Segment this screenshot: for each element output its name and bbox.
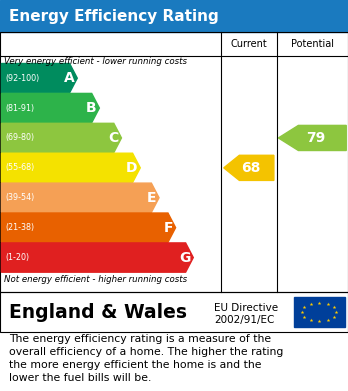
Text: Current: Current bbox=[230, 39, 267, 49]
Text: (55-68): (55-68) bbox=[5, 163, 34, 172]
Polygon shape bbox=[1, 123, 121, 152]
Text: F: F bbox=[163, 221, 173, 235]
Text: Potential: Potential bbox=[291, 39, 334, 49]
Text: (81-91): (81-91) bbox=[5, 104, 34, 113]
Text: C: C bbox=[109, 131, 119, 145]
Text: 68: 68 bbox=[242, 161, 261, 175]
Bar bbox=[294, 297, 345, 327]
Text: 79: 79 bbox=[306, 131, 325, 145]
Text: The energy efficiency rating is a measure of the
overall efficiency of a home. T: The energy efficiency rating is a measur… bbox=[9, 334, 283, 383]
Text: B: B bbox=[86, 101, 97, 115]
Polygon shape bbox=[1, 183, 159, 212]
Polygon shape bbox=[1, 213, 176, 242]
Text: 2002/91/EC: 2002/91/EC bbox=[214, 315, 274, 325]
Polygon shape bbox=[1, 63, 77, 93]
Text: D: D bbox=[126, 161, 137, 175]
Text: (21-38): (21-38) bbox=[5, 223, 34, 232]
Polygon shape bbox=[278, 126, 346, 151]
Text: (69-80): (69-80) bbox=[5, 133, 34, 142]
Text: (1-20): (1-20) bbox=[5, 253, 29, 262]
Text: Not energy efficient - higher running costs: Not energy efficient - higher running co… bbox=[4, 275, 187, 284]
Text: (92-100): (92-100) bbox=[5, 74, 39, 83]
Text: G: G bbox=[179, 251, 190, 265]
Polygon shape bbox=[1, 153, 140, 183]
Text: EU Directive: EU Directive bbox=[214, 303, 278, 313]
Polygon shape bbox=[1, 243, 193, 272]
Text: A: A bbox=[64, 71, 74, 85]
Polygon shape bbox=[1, 93, 100, 123]
Text: England & Wales: England & Wales bbox=[9, 303, 187, 321]
Text: E: E bbox=[147, 191, 156, 205]
Text: Energy Efficiency Rating: Energy Efficiency Rating bbox=[9, 9, 219, 23]
Text: Very energy efficient - lower running costs: Very energy efficient - lower running co… bbox=[4, 57, 187, 66]
Polygon shape bbox=[224, 155, 274, 180]
Text: (39-54): (39-54) bbox=[5, 193, 34, 202]
